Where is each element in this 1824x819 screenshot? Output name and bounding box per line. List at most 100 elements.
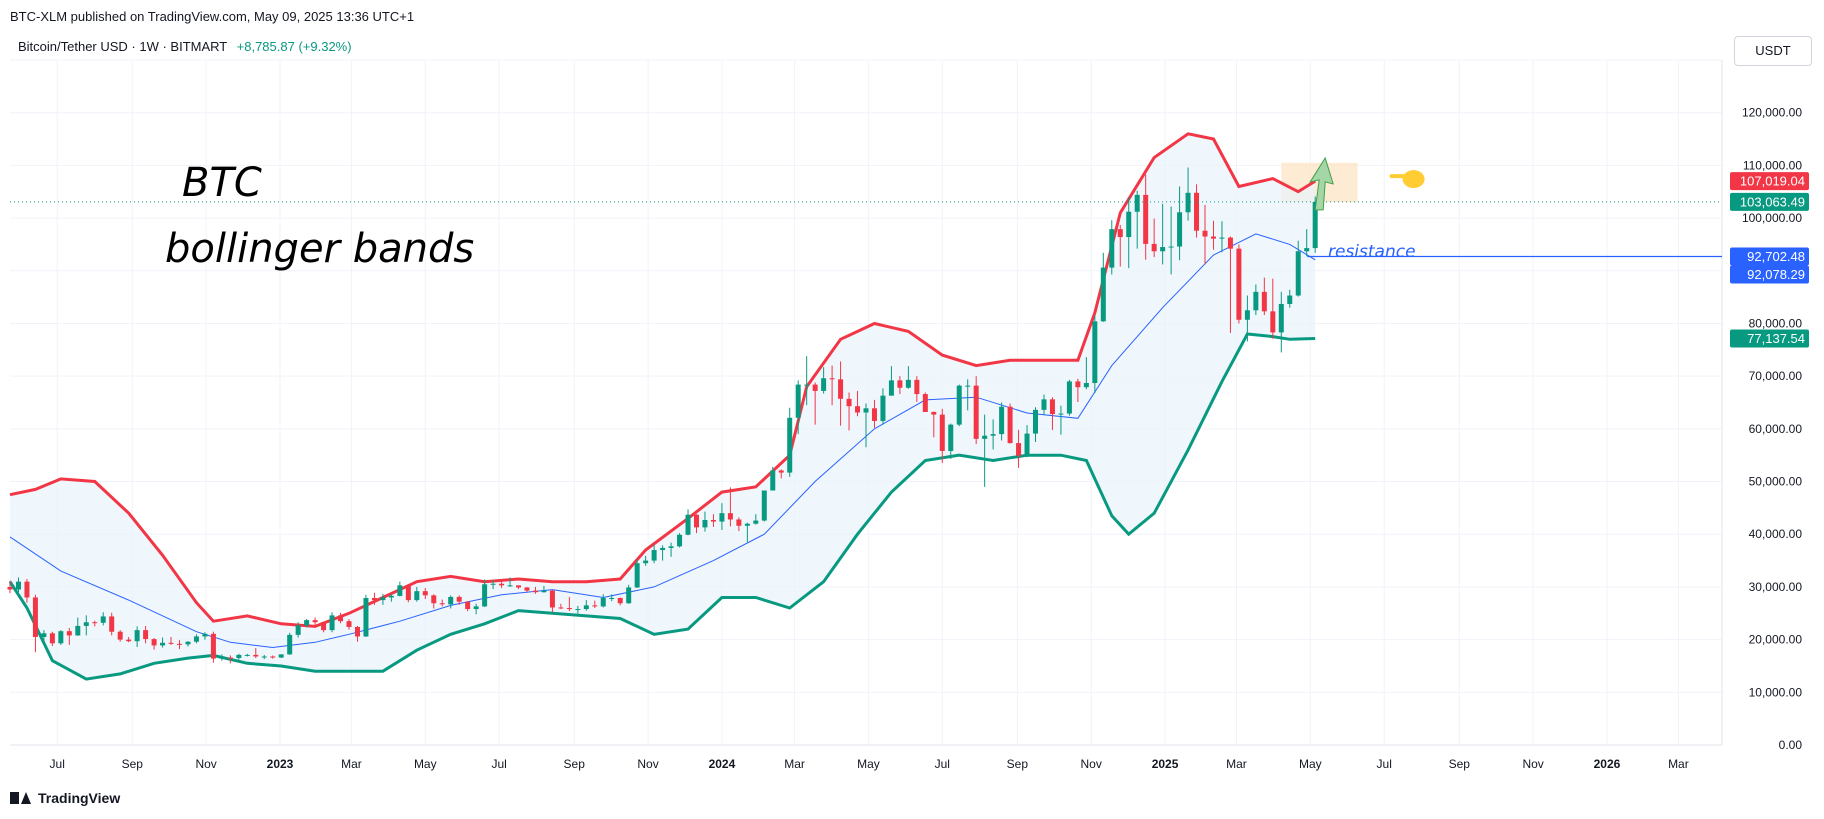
- candle-body: [744, 523, 750, 526]
- x-tick-label: Mar: [1668, 757, 1689, 771]
- price-tag-label: 103,063.49: [1740, 194, 1805, 209]
- candle-body: [812, 384, 818, 391]
- price-tag: [1730, 265, 1809, 284]
- currency-button[interactable]: USDT: [1734, 36, 1812, 66]
- x-tick-label: Mar: [1226, 757, 1247, 771]
- candle-body: [821, 378, 827, 391]
- candle-body: [202, 633, 208, 637]
- y-tick-label: 70,000.00: [1749, 369, 1803, 383]
- candle-body: [151, 639, 157, 646]
- candle-body: [829, 378, 835, 380]
- price-tag: [1730, 247, 1809, 266]
- candle-body: [1219, 237, 1225, 239]
- candle-body: [261, 656, 267, 658]
- x-tick-label: Jul: [1377, 757, 1392, 771]
- x-tick-label: Sep: [564, 757, 586, 771]
- candle-body: [1278, 303, 1284, 333]
- candle-body: [973, 385, 979, 439]
- candle-body: [871, 408, 877, 421]
- candle-body: [143, 630, 149, 640]
- candle-body: [965, 385, 971, 387]
- candle-body: [592, 605, 598, 607]
- x-tick-label: Sep: [1007, 757, 1029, 771]
- candle-body: [177, 643, 183, 645]
- candle-body: [270, 656, 276, 658]
- candle-body: [1117, 229, 1123, 238]
- candle-body: [685, 514, 691, 535]
- candle-body: [380, 597, 386, 601]
- candle-body: [456, 596, 462, 602]
- y-tick-label: 100,000.00: [1742, 211, 1802, 225]
- candle-body: [880, 395, 886, 421]
- up-arrow-icon: [1309, 156, 1334, 211]
- annotations: BTC bollinger bands resistance: [165, 160, 1416, 272]
- candle-body: [405, 585, 411, 601]
- candle-body: [838, 379, 844, 399]
- candle-body: [1312, 201, 1318, 249]
- x-tick-label: Sep: [122, 757, 144, 771]
- candle-body: [702, 520, 708, 528]
- candle-body: [388, 595, 394, 598]
- annotation-title-btc: BTC: [182, 160, 262, 206]
- candle-body: [897, 380, 903, 388]
- x-tick-label: Jul: [935, 757, 950, 771]
- y-tick-label: 0.00: [1779, 738, 1803, 752]
- candle-body: [914, 379, 920, 395]
- candle-body: [439, 603, 445, 605]
- candle-body: [719, 513, 725, 522]
- candle-body: [490, 583, 496, 585]
- candle-body: [1287, 295, 1293, 304]
- axes: 0.00 10,000.00 20,000.00 30,000.00 40,000.00…: [50, 106, 1803, 771]
- candle-body: [422, 591, 428, 596]
- x-tick-label: Jul: [491, 757, 506, 771]
- price-tag-label: 92,702.48: [1747, 249, 1805, 264]
- candle-body: [795, 384, 801, 418]
- candle-body: [609, 597, 615, 599]
- candle-body: [1202, 230, 1208, 237]
- candle-body: [185, 641, 191, 645]
- y-tick-label: 60,000.00: [1749, 422, 1803, 436]
- candle-body: [1261, 291, 1267, 312]
- candle-body: [855, 406, 861, 413]
- price-tag: [1730, 192, 1809, 211]
- publish-header: BTC-XLM published on TradingView.com, Ma…: [10, 9, 415, 24]
- candle-body: [66, 631, 72, 636]
- candle-body: [905, 379, 911, 388]
- candle-body: [15, 581, 21, 590]
- y-tick-label: 10,000.00: [1749, 685, 1803, 699]
- candle-body: [371, 597, 377, 601]
- price-change: +8,785.87 (+9.32%): [236, 39, 352, 54]
- candle-body: [1304, 248, 1310, 252]
- candle-body: [1100, 267, 1106, 322]
- candle-body: [244, 654, 250, 656]
- candle-body: [583, 605, 589, 610]
- x-tick-label: 2026: [1594, 757, 1621, 771]
- candle-body: [1126, 211, 1132, 238]
- candle-body: [778, 470, 784, 473]
- candle-body: [100, 616, 106, 623]
- candle-body: [736, 519, 742, 526]
- candle-body: [160, 642, 166, 646]
- x-tick-label: Nov: [195, 757, 216, 771]
- candle-body: [668, 546, 674, 548]
- x-tick-label: Nov: [1081, 757, 1102, 771]
- candle-body: [1151, 243, 1157, 252]
- x-tick-label: Sep: [1449, 757, 1471, 771]
- candle-body: [117, 631, 123, 640]
- price-tag-label: 107,019.04: [1740, 174, 1805, 189]
- basis-line: [9, 233, 1316, 649]
- candle-body: [727, 513, 733, 520]
- candle-body: [448, 596, 454, 605]
- candle-body: [1160, 247, 1166, 252]
- candle-body: [710, 520, 716, 522]
- candle-body: [804, 384, 810, 386]
- symbol-title: Bitcoin/Tether USD · 1W · BITMART: [18, 39, 228, 54]
- candle-body: [168, 642, 174, 644]
- candle-body: [41, 633, 47, 637]
- candle-body: [634, 563, 640, 588]
- tradingview-logo-icon: [10, 792, 32, 804]
- candle-body: [1253, 291, 1259, 311]
- candle-body: [210, 633, 216, 659]
- annotation-title-bollinger: bollinger bands: [165, 226, 474, 272]
